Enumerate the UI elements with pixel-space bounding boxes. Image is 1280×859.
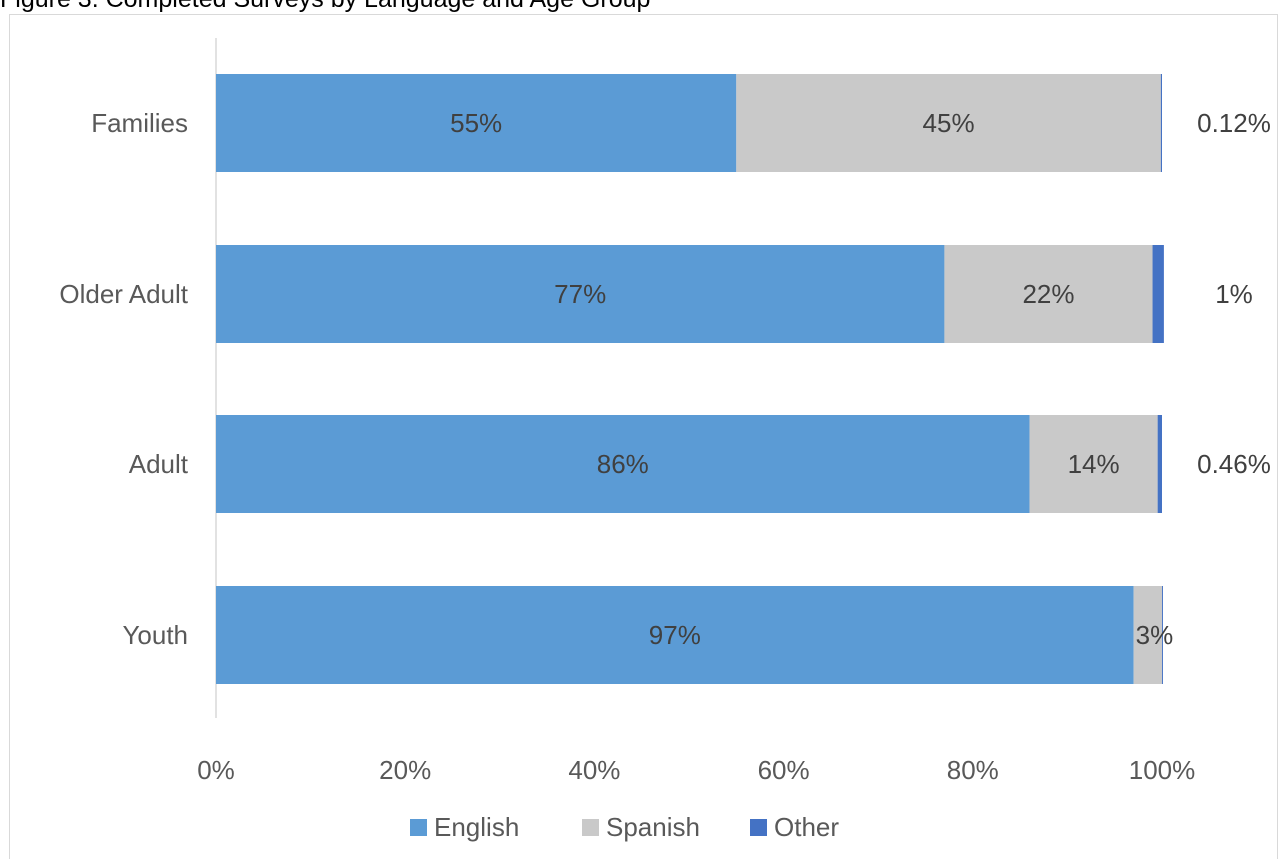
x-tick-label: 60% <box>758 755 810 785</box>
category-label: Older Adult <box>59 279 188 309</box>
figure-title: Figure 3. Completed Surveys by Language … <box>0 0 650 13</box>
legend-swatch-spanish <box>582 819 599 836</box>
bar-english-older-adult <box>216 245 945 343</box>
data-label: 3% <box>1136 620 1174 650</box>
data-label: 77% <box>554 279 606 309</box>
data-label: 14% <box>1068 449 1120 479</box>
bar-spanish-adult <box>1029 415 1158 513</box>
legend-swatch-english <box>410 819 427 836</box>
legend-label-spanish: Spanish <box>606 812 700 842</box>
data-label: 97% <box>649 620 701 650</box>
bar-english-families <box>216 74 737 172</box>
data-label: 86% <box>597 449 649 479</box>
data-label: 45% <box>923 108 975 138</box>
legend-label-english: English <box>434 812 519 842</box>
legend-swatch-other <box>750 819 767 836</box>
data-label: 0.12% <box>1197 108 1271 138</box>
bar-spanish-youth <box>1133 586 1162 684</box>
x-tick-label: 100% <box>1129 755 1196 785</box>
data-labels-layer: 55% 45% 0.12% 77% 22% 1% 86% 14% 0.46% 97% 3% <box>450 108 1271 650</box>
bars-layer <box>216 74 1164 684</box>
bar-spanish-older-adult <box>944 245 1153 343</box>
bar-other-families <box>1160 74 1162 172</box>
category-label: Families <box>91 108 188 138</box>
category-label: Adult <box>129 449 189 479</box>
data-label: 55% <box>450 108 502 138</box>
axis-layer: Families Older Adult Adult Youth 0% 20% 40% 60%… <box>59 38 1195 785</box>
category-label: Youth <box>122 620 188 650</box>
legend-label-other: Other <box>774 812 839 842</box>
data-label: 22% <box>1022 279 1074 309</box>
chart-frame <box>9 14 1278 859</box>
data-label: 0.46% <box>1197 449 1271 479</box>
bar-english-youth <box>216 586 1134 684</box>
bar-other-adult <box>1157 415 1162 513</box>
bar-spanish-families <box>736 74 1161 172</box>
x-tick-label: 40% <box>568 755 620 785</box>
x-tick-label: 0% <box>197 755 235 785</box>
data-label: 1% <box>1215 279 1253 309</box>
bar-english-adult <box>216 415 1030 513</box>
x-tick-label: 20% <box>379 755 431 785</box>
x-tick-label: 80% <box>947 755 999 785</box>
bar-other-youth <box>1162 586 1163 684</box>
legend: English Spanish Other <box>410 812 839 842</box>
bar-other-older-adult <box>1152 245 1164 343</box>
